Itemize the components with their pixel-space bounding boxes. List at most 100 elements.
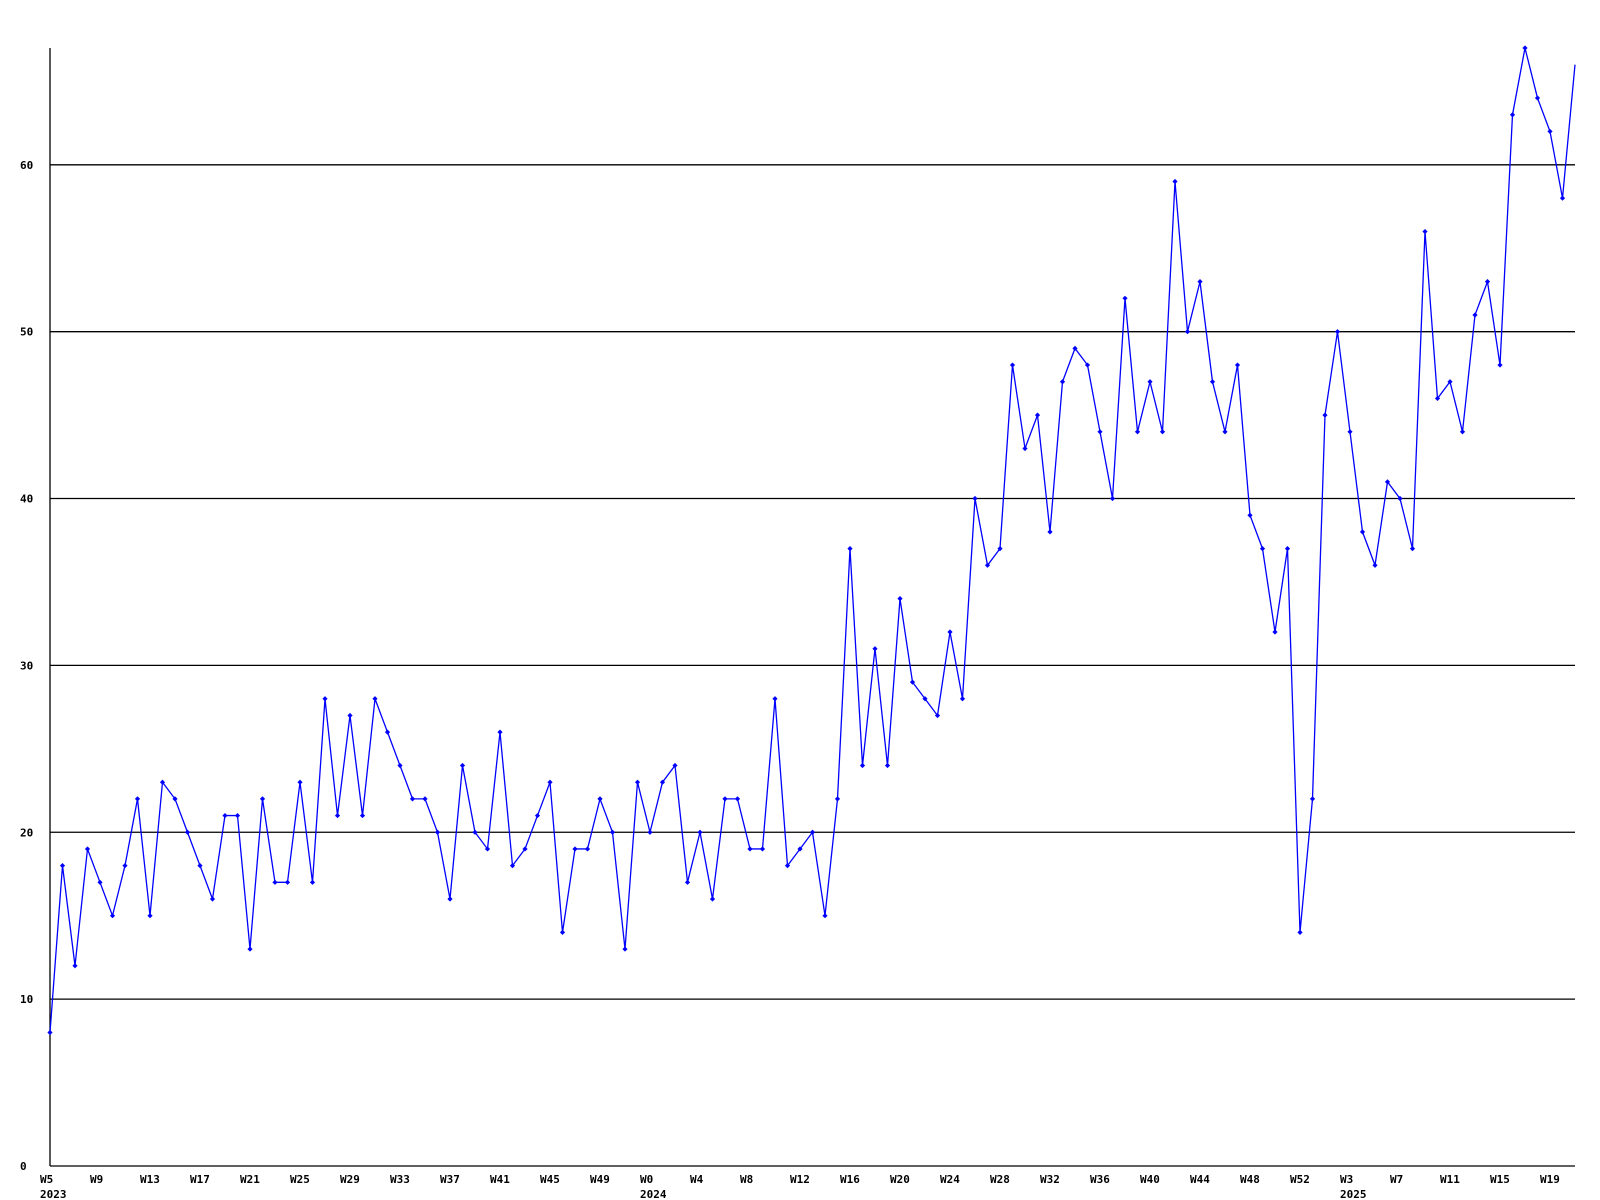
x-tick-week-label: W12 [790, 1173, 810, 1186]
data-point [1509, 112, 1516, 118]
x-tick-week-label: W17 [190, 1173, 210, 1186]
data-point [1397, 495, 1403, 502]
data-point [972, 495, 978, 502]
data-point [1122, 295, 1128, 301]
data-point [822, 913, 828, 919]
data-point [1484, 279, 1491, 285]
data-point [1247, 512, 1253, 518]
x-tick-week-label: W45 [540, 1173, 560, 1186]
x-tick-week-label: W24 [940, 1173, 960, 1186]
data-point [1222, 429, 1228, 435]
data-point [834, 796, 841, 802]
x-tick-week-label: W5 [40, 1173, 53, 1186]
data-point [297, 779, 303, 785]
y-tick-label: 0 [20, 1160, 27, 1173]
data-point [122, 863, 128, 869]
x-tick-week-label: W37 [440, 1173, 460, 1186]
data-point [84, 846, 91, 852]
data-point [434, 829, 441, 835]
data-point [409, 796, 416, 802]
data-point [334, 812, 341, 819]
x-tick-week-label: W8 [740, 1173, 753, 1186]
data-point [272, 879, 278, 885]
data-point [384, 729, 391, 735]
y-tick-labels: 0 10 20 30 40 50 60 [20, 159, 33, 1173]
data-point [209, 896, 216, 902]
data-point [1209, 379, 1216, 385]
data-point [1184, 329, 1191, 335]
data-point [472, 829, 478, 835]
data-point [797, 846, 803, 852]
data-point [922, 696, 928, 702]
data-point [847, 545, 853, 552]
x-tick-week-label: W28 [990, 1173, 1010, 1186]
data-point [247, 946, 253, 952]
data-point [259, 796, 266, 802]
data-point [1259, 545, 1266, 552]
data-point [1297, 929, 1303, 935]
data-point [134, 796, 141, 802]
data-point [97, 879, 103, 885]
data-point [1059, 379, 1066, 385]
x-tick-week-label: W9 [90, 1173, 103, 1186]
data-point [747, 846, 753, 852]
data-point [1072, 345, 1078, 351]
data-point [422, 796, 428, 802]
data-point [1347, 429, 1353, 435]
x-tick-year-label: 2023 [40, 1188, 67, 1200]
data-point [722, 796, 728, 802]
x-tick-year-label: 2024 [640, 1188, 667, 1200]
x-tick-week-label: W7 [1390, 1173, 1403, 1186]
data-point [1309, 796, 1316, 802]
data-point [359, 812, 366, 819]
y-tick-label: 10 [20, 993, 33, 1006]
data-point [634, 779, 641, 785]
data-point [947, 629, 953, 635]
x-tick-week-label: W21 [240, 1173, 260, 1186]
y-tick-label: 50 [20, 326, 33, 339]
data-point [1272, 629, 1278, 635]
data-point [534, 812, 541, 819]
data-point [1109, 495, 1116, 502]
data-point [1359, 529, 1366, 535]
data-point [284, 879, 291, 885]
axes [49, 48, 1575, 1167]
y-tick-label: 60 [20, 159, 33, 172]
data-point [322, 696, 328, 702]
x-tick-week-label: W32 [1040, 1173, 1060, 1186]
data-point [984, 562, 991, 568]
data-point [1334, 329, 1341, 335]
data-point [509, 863, 516, 869]
data-point [872, 646, 878, 652]
data-point [59, 863, 66, 869]
data-point [897, 596, 903, 602]
x-tick-week-label: W25 [290, 1173, 310, 1186]
data-point [659, 779, 666, 785]
data-point [884, 762, 891, 769]
data-point [1422, 228, 1428, 235]
x-tick-labels: W5 2023 W9 W13 W17 W21 W25 W29 W33 W37 W41 W45 W49 W0… [40, 1173, 1560, 1200]
data-point [1134, 429, 1141, 435]
data-point [447, 896, 453, 902]
data-point [1022, 445, 1028, 452]
data-point [709, 896, 716, 902]
y-tick-label: 20 [20, 826, 33, 839]
data-point [497, 729, 503, 735]
data-point [234, 812, 241, 819]
data-point [1534, 95, 1541, 101]
data-point [1097, 429, 1103, 435]
data-point [172, 796, 178, 802]
x-tick-week-label: W41 [490, 1173, 510, 1186]
data-point [1147, 379, 1153, 385]
x-tick-week-label: W3 [1340, 1173, 1353, 1186]
data-point [1234, 362, 1241, 368]
x-tick-year-label: 2025 [1340, 1188, 1367, 1200]
data-point [684, 879, 691, 885]
data-point [1084, 362, 1091, 368]
x-tick-week-label: W20 [890, 1173, 910, 1186]
x-tick-week-label: W13 [140, 1173, 160, 1186]
data-point [72, 963, 78, 969]
data-point [622, 946, 628, 952]
data-point [559, 929, 566, 935]
